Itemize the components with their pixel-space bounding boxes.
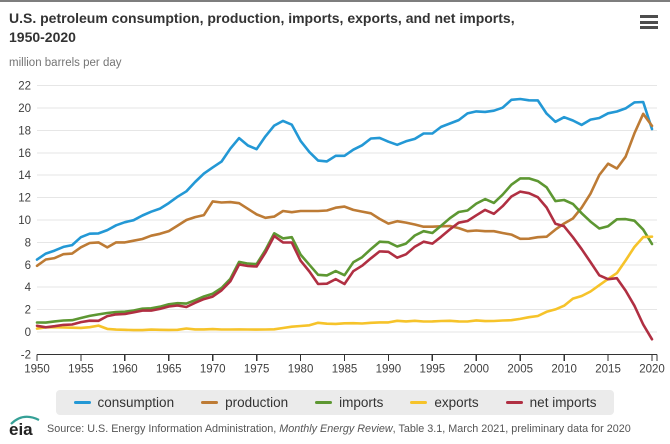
x-axis-label: 1985 [332,363,358,375]
y-axis-label: 2 [25,305,31,317]
x-axis-label: 1975 [244,363,270,375]
y-axis-label: 18 [18,125,31,137]
y-axis-label: 6 [25,260,31,272]
x-axis-label: 2000 [463,363,489,375]
x-axis-label: 1990 [376,363,402,375]
legend-swatch-icon [505,401,523,404]
source-text: , Table 3.1, March 2021, preliminary dat… [392,423,631,435]
legend-item-net-imports[interactable]: net imports [505,395,597,410]
legend-item-consumption[interactable]: consumption [73,395,175,410]
series-line-production [35,112,654,268]
series-line-consumption [35,97,654,261]
x-axis-label: 1960 [112,363,138,375]
chart-legend: consumption production imports exports net i… [0,390,670,415]
eia-logo[interactable]: eia [6,415,44,439]
series-line-net-imports [35,190,654,341]
x-axis-label: 2010 [551,363,577,375]
hamburger-icon [640,15,658,18]
y-axis-label: 0 [25,327,31,339]
legend-swatch-icon [410,401,428,404]
y-axis-label: 4 [25,282,32,294]
line-chart-plot-area: -2 0 2 4 6 8 10 12 14 16 18 20 22 1950 1955 1960 1965 197… [18,81,665,376]
source-attribution: Source: U.S. Energy Information Administ… [47,423,631,435]
y-axis-label: 20 [18,103,31,115]
hamburger-icon [640,26,658,29]
y-axis-label: 12 [18,193,31,205]
y-axis-label: 14 [18,170,31,182]
y-axis-label: 22 [18,81,31,93]
source-text: Source: U.S. Energy Information Administ… [47,423,280,435]
y-axis-label: 10 [18,215,31,227]
hamburger-icon [640,20,658,24]
legend-item-exports[interactable]: exports [410,395,479,410]
x-axis-label: 1995 [420,363,446,375]
x-axis-label: 1970 [200,363,226,375]
chart-title: U.S. petroleum consumption, production, … [9,10,515,45]
source-publication: Monthly Energy Review [279,423,393,435]
legend-swatch-icon [315,401,333,404]
legend-swatch-icon [201,401,219,404]
legend-label: production [225,395,289,410]
legend-box: consumption production imports exports net i… [55,390,615,415]
x-axis-label: 2005 [507,363,533,375]
chart-context-menu-button[interactable] [640,15,660,29]
x-axis-label: 1955 [68,363,94,375]
eia-logo-text: eia [9,420,33,439]
y-axis-label: -2 [21,349,31,361]
series-line-imports [35,177,654,324]
y-axis-label: 16 [18,148,31,160]
x-axis-label: 1980 [288,363,314,375]
legend-label: net imports [529,395,597,410]
legend-label: exports [434,395,479,410]
x-axis-label: 1965 [156,363,182,375]
x-axis-label: 2020 [639,363,665,375]
chart-units-label: million barrels per day [9,57,122,69]
legend-swatch-icon [73,401,91,404]
legend-item-production[interactable]: production [201,395,288,410]
legend-label: consumption [97,395,175,410]
legend-label: imports [339,395,384,410]
y-axis-label: 8 [25,237,31,249]
x-axis-label: 1950 [24,363,50,375]
legend-item-imports[interactable]: imports [315,395,383,410]
series-line-exports [35,235,654,332]
x-axis-label: 2015 [595,363,621,375]
eia-logo-swoosh-icon [10,415,40,425]
